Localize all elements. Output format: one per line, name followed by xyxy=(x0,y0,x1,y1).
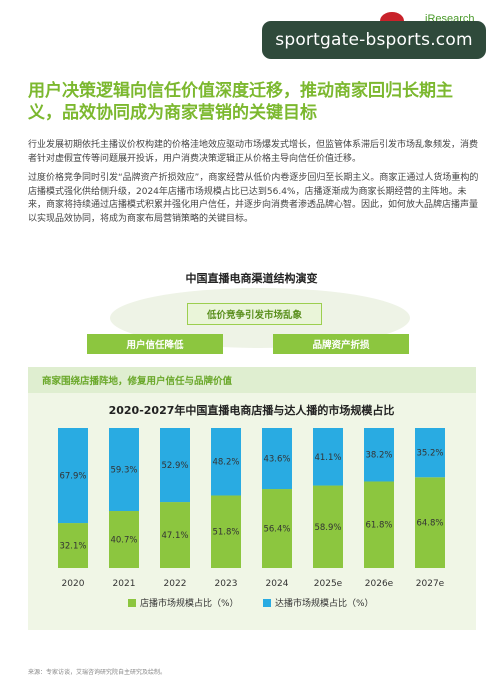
legend-label-store: 店播市场规模占比（%） xyxy=(140,597,239,609)
data-label-influencer-2023: 48.2% xyxy=(212,458,239,468)
chart-title: 2020-2027年中国直播电商店播与达人播的市场规模占比 xyxy=(108,404,395,417)
data-label-store-2026e: 61.8% xyxy=(365,521,392,531)
bar-influencer-2023 xyxy=(211,428,241,496)
data-label-store-2027e: 64.8% xyxy=(416,519,443,529)
data-label-store-2021: 40.7% xyxy=(110,536,137,546)
x-tick-label: 2027e xyxy=(416,579,445,589)
x-tick-label: 2026e xyxy=(365,579,394,589)
data-label-store-2022: 47.1% xyxy=(161,531,188,541)
data-label-influencer-2027e: 35.2% xyxy=(416,449,443,459)
bar-store-2022 xyxy=(160,502,190,568)
x-tick-label: 2020 xyxy=(62,579,85,589)
data-label-store-2023: 51.8% xyxy=(212,528,239,538)
bar-store-2024 xyxy=(262,489,292,568)
diagram-left-box: 用户信任降低 xyxy=(87,334,223,354)
legend-label-influencer: 达播市场规模占比（%） xyxy=(275,597,374,609)
data-label-influencer-2021: 59.3% xyxy=(110,466,137,476)
data-label-store-2024: 56.4% xyxy=(263,525,290,535)
x-tick-label: 2023 xyxy=(215,579,238,589)
bar-influencer-2020 xyxy=(58,428,88,524)
data-label-influencer-2020: 67.9% xyxy=(59,472,86,482)
data-label-influencer-2024: 43.6% xyxy=(263,455,290,465)
data-label-store-2025e: 58.9% xyxy=(314,523,341,533)
bar-influencer-2021 xyxy=(109,428,139,512)
data-label-influencer-2025e: 41.1% xyxy=(314,453,341,463)
source-note: 来源：专家访谈，艾瑞咨询研究院自主研究及绘制。 xyxy=(28,669,167,676)
x-tick-label: 2024 xyxy=(266,579,289,589)
bar-influencer-2026e xyxy=(364,428,394,482)
data-label-influencer-2022: 52.9% xyxy=(161,461,188,471)
bar-store-2021 xyxy=(109,511,139,568)
bar-store-2027e xyxy=(415,477,445,568)
bar-influencer-2024 xyxy=(262,428,292,490)
chart-panel: 商家围绕店播阵地，修复用户信任与品牌价值 xyxy=(28,367,476,630)
paragraph-2: 过度价格竞争同时引发“品牌资产折损效应”，商家经营从低价内卷逐步回归至长期主义。… xyxy=(28,173,479,224)
bar-store-2026e xyxy=(364,481,394,568)
bar-store-2023 xyxy=(211,495,241,568)
data-label-store-2020: 32.1% xyxy=(59,542,86,552)
x-tick-label: 2025e xyxy=(314,579,343,589)
diagram-right-box: 品牌资产折损 xyxy=(273,334,409,354)
data-label-influencer-2026e: 38.2% xyxy=(365,451,392,461)
panel-header: 商家围绕店播阵地，修复用户信任与品牌价值 xyxy=(28,367,476,393)
x-tick-label: 2022 xyxy=(164,579,187,589)
bar-influencer-2025e xyxy=(313,428,343,486)
legend-swatch-influencer xyxy=(263,599,271,607)
bar-store-2025e xyxy=(313,485,343,568)
x-tick-label: 2021 xyxy=(113,579,136,589)
stacked-bar-chart: 32.1% 67.9% 2020 40.7% 59.3% 2021 47.1% 52.9% 20… xyxy=(58,428,445,609)
bar-influencer-2027e xyxy=(415,428,445,478)
watermark-badge: sportgate-bsports.com xyxy=(262,21,486,59)
diagram-center-box: 低价竞争引发市场乱象 xyxy=(187,303,322,325)
diagram-title: 中国直播电商渠道结构演变 xyxy=(185,272,318,285)
paragraph-1: 行业发展初期依托主播议价权构建的价格洼地效应驱动市场爆发式增长，但监管体系滞后引… xyxy=(28,140,479,164)
headline: 用户决策逻辑向信任价值深度迁移，推动商家回归长期主义，品效协同成为商家营销的关键… xyxy=(28,81,453,123)
bar-store-2020 xyxy=(58,523,88,568)
bar-influencer-2022 xyxy=(160,428,190,503)
legend-swatch-store xyxy=(128,599,136,607)
